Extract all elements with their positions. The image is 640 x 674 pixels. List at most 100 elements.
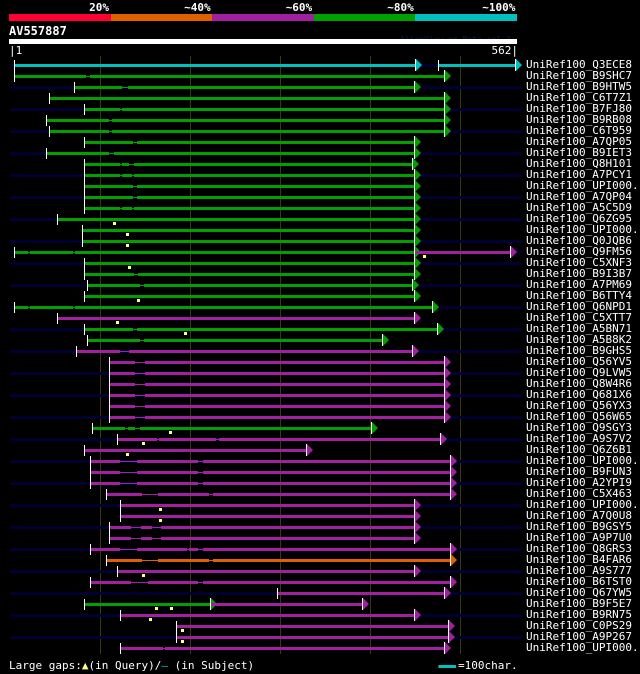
legend-label: ~80%	[387, 1, 414, 14]
hit-label[interactable]: UniRef100_A5BN71	[526, 322, 632, 335]
hit-end-tick	[443, 642, 445, 654]
query-gap-marker	[142, 442, 146, 445]
hit-end-tick	[443, 587, 445, 599]
hit-end-tick	[414, 147, 416, 159]
hit-label[interactable]: UniRef100_Q0JQB6	[526, 234, 632, 247]
hit-label[interactable]: UniRef100_A7PCY1	[526, 168, 632, 181]
hit-end-tick	[443, 389, 445, 401]
hit-label[interactable]: UniRef100_C0PS29	[526, 619, 632, 632]
arrow-icon	[437, 323, 444, 335]
hit-label[interactable]: UniRef100_Q56W65	[526, 410, 632, 423]
arrow-icon	[415, 565, 422, 577]
hit-label[interactable]: UniRef100_C5XNF3	[526, 256, 632, 269]
hit-segment	[29, 306, 73, 309]
hit-label[interactable]: UniRef100_Q3ECE8	[526, 58, 632, 71]
hit-segment	[46, 119, 109, 122]
hit-end-tick	[414, 257, 416, 269]
hit-label[interactable]: UniRef100_C5X463	[526, 487, 632, 500]
legend-band	[110, 14, 213, 21]
hit-segment	[83, 174, 120, 177]
hit-segment	[117, 570, 415, 573]
subject-gap	[133, 186, 137, 187]
hit-label[interactable]: UniRef100_UPI000..	[526, 454, 640, 467]
hit-label[interactable]: UniRef100_A9P7U0	[526, 531, 632, 544]
hit-segment	[121, 174, 133, 177]
hit-label[interactable]: UniRef100_Q56YX3	[526, 399, 632, 412]
hit-label[interactable]: UniRef100_B9GSY5	[526, 520, 632, 533]
hit-segment	[83, 196, 134, 199]
hit-end-tick	[361, 598, 363, 610]
hit-label[interactable]: UniRef100_B9I3B7	[526, 267, 632, 280]
hit-label[interactable]: UniRef100_B7FJ80	[526, 102, 632, 115]
hit-label[interactable]: UniRef100_B9IET3	[526, 146, 632, 159]
hit-label[interactable]: UniRef100_Q8H101	[526, 157, 632, 170]
hit-label[interactable]: UniRef100_B4FAR6	[526, 553, 632, 566]
hit-segment	[157, 559, 209, 562]
hit-label[interactable]: UniRef100_Q56YV5	[526, 355, 632, 368]
hit-label[interactable]: UniRef100_A9S777	[526, 564, 632, 577]
hit-label[interactable]: UniRef100_B9GHS5	[526, 344, 632, 357]
hit-label[interactable]: UniRef100_Q6ZG95	[526, 212, 632, 225]
hit-label[interactable]: UniRef100_Q9LVW5	[526, 366, 632, 379]
query-gap-marker	[180, 640, 184, 643]
hit-label[interactable]: UniRef100_B9RN75	[526, 608, 632, 621]
hit-label[interactable]: UniRef100_Q681X6	[526, 388, 632, 401]
hit-segment	[144, 339, 382, 342]
arrow-icon	[451, 543, 458, 555]
hit-segment	[119, 504, 415, 507]
hit-label[interactable]: UniRef100_UPI000..	[526, 179, 640, 192]
subject-gap	[119, 472, 137, 473]
hit-label[interactable]: UniRef100_A5B8K2	[526, 333, 632, 346]
hit-label[interactable]: UniRef100_B6TTY4	[526, 289, 632, 302]
hit-segment	[109, 383, 136, 386]
hit-label[interactable]: UniRef100_Q6Z6B1	[526, 443, 632, 456]
hit-label[interactable]: UniRef100_B9FUN3	[526, 465, 632, 478]
hit-label[interactable]: UniRef100_Q9FM56	[526, 245, 632, 258]
hit-start-tick	[13, 302, 15, 313]
query-gap-marker	[127, 266, 131, 269]
hit-label[interactable]: UniRef100_UPI000..	[526, 498, 640, 511]
hit-label[interactable]: UniRef100_C6T7Z1	[526, 91, 632, 104]
hit-label[interactable]: UniRef100_Q8GRS3	[526, 542, 632, 555]
query-gap-marker	[126, 233, 129, 236]
subject-gap	[109, 153, 115, 154]
gridline	[190, 56, 191, 654]
hit-segment	[90, 75, 444, 78]
hit-end-tick	[448, 631, 450, 643]
hit-end-tick	[412, 345, 414, 357]
hit-label[interactable]: UniRef100_UPI000..	[526, 641, 640, 654]
query-gap-marker	[423, 255, 426, 258]
gridline	[460, 56, 461, 654]
hit-end-tick	[443, 70, 445, 82]
hit-label[interactable]: UniRef100_A9P267	[526, 630, 632, 643]
hit-segment	[91, 427, 126, 430]
hit-label[interactable]: UniRef100_Q8W4R6	[526, 377, 632, 390]
hit-label[interactable]: UniRef100_Q9SGY3	[526, 421, 632, 434]
hit-segment	[117, 438, 157, 441]
hit-label[interactable]: UniRef100_B6TST0	[526, 575, 632, 588]
hit-segment	[109, 537, 131, 540]
hit-label[interactable]: UniRef100_Q6NPD1	[526, 300, 632, 313]
hit-label[interactable]: UniRef100_B9HTW5	[526, 80, 632, 93]
hit-label[interactable]: UniRef100_C6T959	[526, 124, 632, 137]
hit-label[interactable]: UniRef100_A5C5D9	[526, 201, 632, 214]
subject-gap	[198, 472, 203, 473]
hit-label[interactable]: UniRef100_B9F5E7	[526, 597, 632, 610]
hit-label[interactable]: UniRef100_A2YPI9	[526, 476, 632, 489]
hit-label[interactable]: UniRef100_A7QP04	[526, 190, 632, 203]
hit-label[interactable]: UniRef100_B9SHC7	[526, 69, 632, 82]
arrow-icon	[444, 378, 451, 390]
hit-segment	[83, 141, 134, 144]
hit-end-tick	[414, 246, 416, 258]
hit-label[interactable]: UniRef100_A9S7V2	[526, 432, 632, 445]
hit-label[interactable]: UniRef100_B9RB08	[526, 113, 632, 126]
subject-gap	[142, 494, 158, 495]
hit-end-tick	[450, 554, 452, 566]
hit-label[interactable]: UniRef100_A7Q0U8	[526, 509, 632, 522]
subject-gap	[134, 274, 138, 275]
hit-label[interactable]: UniRef100_C5XTT7	[526, 311, 632, 324]
hit-label[interactable]: UniRef100_Q67YW5	[526, 586, 632, 599]
hit-label[interactable]: UniRef100_UPI000..	[526, 223, 640, 236]
hit-label[interactable]: UniRef100_A7QP05	[526, 135, 632, 148]
hit-label[interactable]: UniRef100_A7PM69	[526, 278, 632, 291]
